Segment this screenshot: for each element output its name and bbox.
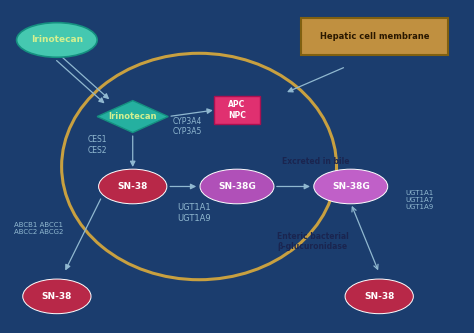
Ellipse shape <box>345 279 413 314</box>
Text: CES1
CES2: CES1 CES2 <box>88 135 107 155</box>
Ellipse shape <box>99 169 167 204</box>
FancyBboxPatch shape <box>301 18 448 55</box>
Text: SN-38G: SN-38G <box>218 182 256 191</box>
Ellipse shape <box>17 23 97 57</box>
Ellipse shape <box>23 279 91 314</box>
Ellipse shape <box>314 169 388 204</box>
Text: APC
NPC: APC NPC <box>228 100 246 120</box>
Polygon shape <box>97 101 168 133</box>
Text: UGT1A1
UGT1A9: UGT1A1 UGT1A9 <box>178 203 211 223</box>
FancyBboxPatch shape <box>214 96 259 124</box>
Text: Enteric bacterial
β-glucuronidase: Enteric bacterial β-glucuronidase <box>277 232 349 251</box>
Text: UGT1A1
UGT1A7
UGT1A9: UGT1A1 UGT1A7 UGT1A9 <box>405 190 434 210</box>
Text: Irinotecan: Irinotecan <box>109 112 157 121</box>
Ellipse shape <box>200 169 274 204</box>
Text: SN-38: SN-38 <box>364 292 394 301</box>
Text: SN-38G: SN-38G <box>332 182 370 191</box>
Text: Hepatic cell membrane: Hepatic cell membrane <box>319 32 429 41</box>
Text: SN-38: SN-38 <box>118 182 148 191</box>
Text: ABCB1 ABCC1
ABCC2 ABCG2: ABCB1 ABCC1 ABCC2 ABCG2 <box>14 221 64 235</box>
Text: Irinotecan: Irinotecan <box>31 35 83 45</box>
Text: Excreted in bile: Excreted in bile <box>282 157 349 166</box>
Text: SN-38: SN-38 <box>42 292 72 301</box>
Text: CYP3A4
CYP3A5: CYP3A4 CYP3A5 <box>173 117 202 136</box>
